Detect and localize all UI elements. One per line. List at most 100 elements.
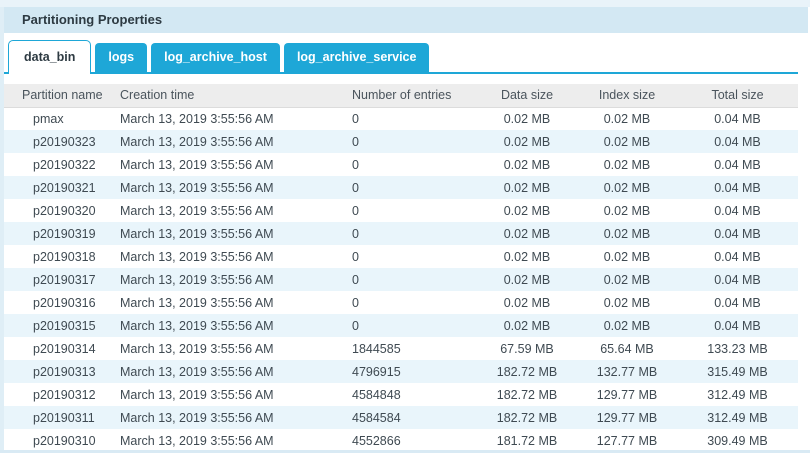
cell-index-size: 0.02 MB — [603, 249, 651, 264]
table-row: p20190311 March 13, 2019 3:55:56 AM 4584… — [4, 406, 798, 429]
cell-data-size: 0.02 MB — [503, 111, 551, 126]
cell-partition-name: p20190318 — [33, 249, 96, 264]
cell-index-size: 129.77 MB — [596, 387, 658, 402]
cell-total-size: 0.04 MB — [714, 226, 761, 241]
cell-total-size: 0.04 MB — [714, 111, 761, 126]
cell-data-size: 0.02 MB — [503, 203, 551, 218]
tab-log-archive-service[interactable]: log_archive_service — [283, 43, 430, 72]
cell-total-size: 315.49 MB — [707, 364, 768, 379]
cell-number-of-entries: 4552866 — [352, 433, 401, 448]
table-row: p20190323 March 13, 2019 3:55:56 AM 0 0.… — [4, 130, 798, 153]
table-row: p20190317 March 13, 2019 3:55:56 AM 0 0.… — [4, 268, 798, 291]
cell-partition-name: p20190313 — [33, 364, 96, 379]
column-header-number-of-entries: Number of entries — [352, 84, 477, 108]
cell-index-size: 0.02 MB — [603, 318, 651, 333]
cell-creation-time: March 13, 2019 3:55:56 AM — [120, 318, 274, 333]
cell-creation-time: March 13, 2019 3:55:56 AM — [120, 410, 274, 425]
tab-data-bin[interactable]: data_bin — [8, 40, 92, 74]
cell-creation-time: March 13, 2019 3:55:56 AM — [120, 433, 274, 448]
cell-total-size: 312.49 MB — [707, 410, 768, 425]
cell-partition-name: p20190311 — [33, 410, 95, 425]
table-row: p20190319 March 13, 2019 3:55:56 AM 0 0.… — [4, 222, 798, 245]
cell-creation-time: March 13, 2019 3:55:56 AM — [120, 157, 274, 172]
cell-number-of-entries: 0 — [352, 203, 359, 218]
cell-data-size: 0.02 MB — [503, 318, 551, 333]
cell-data-size: 0.02 MB — [503, 249, 551, 264]
cell-index-size: 0.02 MB — [603, 157, 651, 172]
cell-index-size: 0.02 MB — [603, 272, 651, 287]
cell-partition-name: p20190321 — [33, 180, 96, 195]
panel-bottom-border — [0, 450, 810, 453]
table-row: p20190315 March 13, 2019 3:55:56 AM 0 0.… — [4, 314, 798, 337]
cell-creation-time: March 13, 2019 3:55:56 AM — [120, 295, 274, 310]
cell-data-size: 0.02 MB — [503, 180, 551, 195]
cell-index-size: 127.77 MB — [596, 433, 658, 448]
cell-total-size: 0.04 MB — [714, 249, 761, 264]
cell-number-of-entries: 4584584 — [352, 410, 401, 425]
cell-total-size: 0.04 MB — [714, 134, 761, 149]
cell-number-of-entries: 0 — [352, 111, 359, 126]
cell-index-size: 0.02 MB — [603, 295, 651, 310]
cell-creation-time: March 13, 2019 3:55:56 AM — [120, 387, 274, 402]
cell-data-size: 0.02 MB — [503, 134, 551, 149]
table-row: p20190310 March 13, 2019 3:55:56 AM 4552… — [4, 429, 798, 452]
table-row: p20190318 March 13, 2019 3:55:56 AM 0 0.… — [4, 245, 798, 268]
cell-index-size: 0.02 MB — [603, 180, 651, 195]
cell-total-size: 312.49 MB — [707, 387, 768, 402]
column-header-partition-name: Partition name — [4, 84, 120, 108]
table-row: p20190316 March 13, 2019 3:55:56 AM 0 0.… — [4, 291, 798, 314]
cell-data-size: 0.02 MB — [503, 295, 551, 310]
cell-index-size: 0.02 MB — [603, 203, 651, 218]
cell-total-size: 309.49 MB — [707, 433, 768, 448]
table-row: p20190312 March 13, 2019 3:55:56 AM 4584… — [4, 383, 798, 406]
cell-number-of-entries: 0 — [352, 180, 359, 195]
column-header-total-size: Total size — [677, 84, 798, 108]
cell-number-of-entries: 0 — [352, 157, 359, 172]
panel-left-border — [0, 7, 4, 453]
cell-partition-name: p20190320 — [33, 203, 96, 218]
cell-partition-name: p20190322 — [33, 157, 96, 172]
tab-log-archive-host[interactable]: log_archive_host — [151, 43, 280, 72]
tab-bar: data_bin logs log_archive_host log_archi… — [4, 40, 798, 74]
cell-creation-time: March 13, 2019 3:55:56 AM — [120, 203, 274, 218]
cell-index-size: 65.64 MB — [600, 341, 654, 356]
cell-partition-name: pmax — [33, 111, 64, 126]
column-header-index-size: Index size — [577, 84, 677, 108]
cell-number-of-entries: 0 — [352, 295, 359, 310]
table-header-row: Partition name Creation time Number of e… — [4, 84, 798, 108]
cell-data-size: 181.72 MB — [496, 433, 558, 448]
tab-logs[interactable]: logs — [95, 43, 148, 72]
cell-data-size: 0.02 MB — [503, 157, 551, 172]
cell-partition-name: p20190319 — [33, 226, 96, 241]
cell-data-size: 182.72 MB — [496, 410, 558, 425]
table-row: p20190314 March 13, 2019 3:55:56 AM 1844… — [4, 337, 798, 360]
cell-partition-name: p20190310 — [33, 433, 96, 448]
cell-total-size: 0.04 MB — [714, 180, 761, 195]
cell-number-of-entries: 4796915 — [352, 364, 401, 379]
cell-creation-time: March 13, 2019 3:55:56 AM — [120, 249, 274, 264]
panel-content: data_bin logs log_archive_host log_archi… — [4, 33, 798, 452]
cell-total-size: 133.23 MB — [707, 341, 768, 356]
cell-data-size: 0.02 MB — [503, 226, 551, 241]
cell-data-size: 182.72 MB — [496, 364, 558, 379]
cell-total-size: 0.04 MB — [714, 318, 761, 333]
cell-index-size: 0.02 MB — [603, 226, 651, 241]
cell-number-of-entries: 1844585 — [352, 341, 401, 356]
cell-total-size: 0.04 MB — [714, 157, 761, 172]
cell-index-size: 0.02 MB — [603, 111, 651, 126]
cell-number-of-entries: 0 — [352, 226, 359, 241]
cell-index-size: 0.02 MB — [603, 134, 651, 149]
partition-table: Partition name Creation time Number of e… — [4, 84, 798, 452]
cell-index-size: 129.77 MB — [596, 410, 658, 425]
cell-number-of-entries: 0 — [352, 318, 359, 333]
cell-data-size: 67.59 MB — [500, 341, 554, 356]
table-row: p20190322 March 13, 2019 3:55:56 AM 0 0.… — [4, 153, 798, 176]
column-header-data-size: Data size — [477, 84, 577, 108]
table-row: pmax March 13, 2019 3:55:56 AM 0 0.02 MB… — [4, 107, 798, 130]
cell-data-size: 182.72 MB — [496, 387, 558, 402]
cell-number-of-entries: 0 — [352, 272, 359, 287]
cell-creation-time: March 13, 2019 3:55:56 AM — [120, 364, 274, 379]
cell-creation-time: March 13, 2019 3:55:56 AM — [120, 134, 274, 149]
table-row: p20190313 March 13, 2019 3:55:56 AM 4796… — [4, 360, 798, 383]
